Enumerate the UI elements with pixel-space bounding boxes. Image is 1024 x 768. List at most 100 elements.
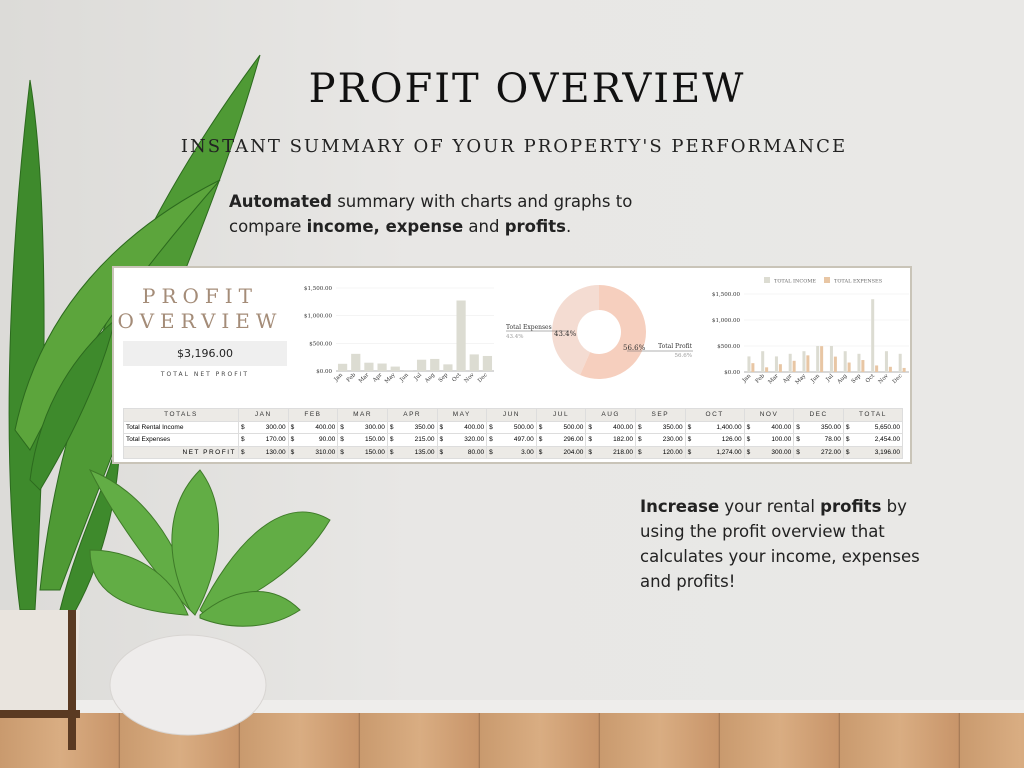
totals-table: TOTALS JAN FEB MAR APR MAY JUN JUL AUG SEP OCT NOV D… [123,408,904,459]
bar-jul [416,359,427,371]
column-header: DEC [793,408,844,422]
x-tick-label: Jan [741,373,753,385]
x-tick-label: Mar [767,373,780,386]
text: your rental [719,497,821,516]
x-tick-label: Jul [413,372,423,382]
bar-oct [456,300,466,371]
bar-feb-total-expenses [765,367,769,372]
column-header: JAN [238,408,289,422]
x-tick-label: Oct [451,372,463,384]
bar-jan [337,363,348,371]
x-tick-label: Nov [463,372,476,385]
plant-illustration [0,54,331,750]
column-header: FEB [287,408,339,422]
text: and [463,217,505,236]
x-tick-label: Dec [892,373,904,385]
table-cell: $135.00 [386,445,438,459]
legend-label: TOTAL INCOME [774,279,816,285]
table-cell: $1,274.00 [684,445,745,459]
legend-label: TOTAL EXPENSES [834,279,883,285]
table-cell: $120.00 [635,445,686,459]
bar-mar-total-income [774,356,778,372]
table-cell: $500.00 [535,420,587,434]
table-cell: $310.00 [287,445,339,459]
table-cell: $300.00 [238,420,289,434]
column-header: JUL [535,408,587,422]
table-cell: $150.00 [337,433,388,447]
bar-nov [469,354,479,371]
row-label: Total Expenses [123,433,239,447]
table-cell: $400.00 [585,420,636,434]
table-cell: $230.00 [635,433,686,447]
table-cell: $80.00 [436,445,488,459]
x-tick-label: Jun [810,373,822,385]
bar-jan-total-expenses [751,363,755,372]
x-tick-label: Jun [398,372,410,384]
bar-may [390,366,400,371]
bar-nov-total-expenses [888,366,892,372]
benefit-paragraph: Increase your rental profits by using th… [640,494,940,594]
table-cell: $204.00 [535,445,587,459]
bar-apr-total-income [788,353,792,372]
bar-jul-total-expenses [833,356,837,372]
column-header: APR [386,408,438,422]
x-tick-label: Jan [333,372,345,384]
bar-apr [377,363,387,371]
column-header: MAY [436,408,488,422]
bar-may-total-income [802,351,806,372]
table-cell: $90.00 [287,433,339,447]
bar-dec-total-expenses [902,367,906,372]
bar-dec-total-income [898,353,902,372]
x-tick-label: Sep [438,372,450,384]
table-cell: $272.00 [793,445,844,459]
y-tick-label: $1,000.00 [304,314,332,320]
emphasis: income, expense [306,217,464,236]
x-tick-label: Feb [755,373,767,385]
bar-jun-total-expenses [820,346,824,372]
table-cell: $400.00 [743,420,795,434]
slice-label: 43.4% [554,330,577,338]
bar-sep-total-expenses [861,360,865,372]
x-tick-label: Jul [825,373,835,383]
slice-label: 56.6% [623,344,646,352]
table-row: Total Expenses $170.00 $90.00 $150.00 $215.0… [123,433,904,447]
column-header: SEP [635,408,686,422]
y-tick-label: $1,000.00 [712,318,740,324]
emphasis: Automated [229,192,332,211]
net-profit-label: TOTAL NET PROFIT [160,371,250,378]
page-title: PROFIT OVERVIEW [308,66,746,112]
slice-name: Total Expenses [506,324,552,331]
x-tick-label: Aug [423,372,436,385]
bar-sep [443,364,453,371]
bar-jul-total-income [829,346,833,372]
table-cell: $300.00 [337,420,388,434]
bar-nov-total-income [884,351,888,372]
text: summary with charts and graphs to compar… [229,192,633,236]
y-tick-label: $500.00 [309,341,332,347]
emphasis: profits [504,217,566,236]
legend-swatch [824,277,830,283]
x-tick-label: Apr [781,373,793,385]
emphasis: profits [820,497,882,516]
column-header: AUG [585,408,636,422]
y-tick-label: $0.00 [724,370,740,376]
x-tick-label: May [384,372,397,385]
bar-feb-total-income [761,351,765,372]
bar-jan-total-income [747,356,751,372]
table-cell: $5,650.00 [842,420,904,434]
bar-may-total-expenses [806,355,810,372]
bar-oct-total-expenses [875,365,879,372]
table-cell: $320.00 [436,433,488,447]
table-row: Total Rental Income $300.00 $400.00 $300.00… [123,420,904,434]
table-cell: $350.00 [386,420,438,434]
x-tick-label: Sep [851,373,863,385]
donut-slice-total-profit [580,285,646,379]
table-row: NET PROFIT $130.00 $310.00 $150.00 $135.00 $8… [123,445,904,459]
table-cell: $296.00 [535,433,587,447]
bar-apr-total-expenses [792,360,796,372]
x-tick-label: Dec [477,372,489,384]
intro-paragraph: Automated summary with charts and graphs… [229,189,649,239]
column-header: MAR [337,408,388,422]
